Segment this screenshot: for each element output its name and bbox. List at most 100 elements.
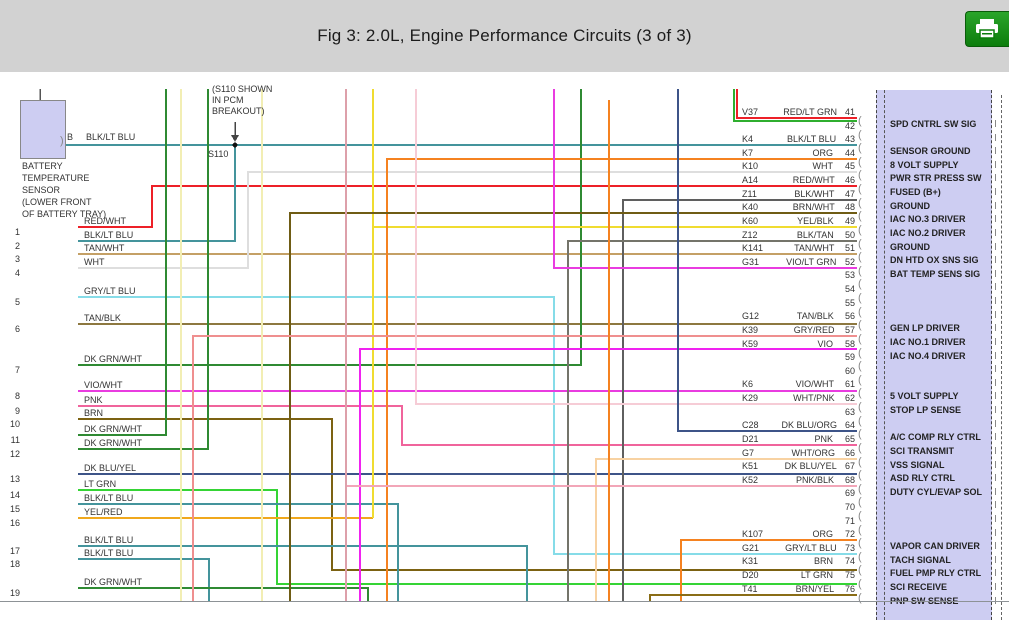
signal-label: A/C COMP RLY CTRL: [890, 432, 981, 443]
clip-cover: [0, 72, 1009, 89]
pin-number: 43: [844, 134, 855, 145]
pin-bracket-icon: (: [858, 128, 862, 141]
pin-number: 50: [844, 229, 855, 240]
signal-label: GEN LP DRIVER: [890, 323, 960, 334]
pin-color-label: BRN/YEL: [795, 583, 835, 594]
pin-number: 73: [844, 542, 855, 553]
left-row-number: 3: [14, 254, 20, 264]
pin-color-label: DK BLU/YEL: [784, 461, 837, 472]
right-connector-tick: [995, 133, 996, 141]
left-row-number: 15: [9, 504, 20, 514]
sensor-name-line: SENSOR: [22, 185, 61, 195]
signal-label: STOP LP SENSE: [890, 405, 962, 416]
left-row-label: DK GRN/WHT: [84, 438, 142, 448]
pin-row: K40 BRN/WHT 48: [742, 202, 855, 212]
pin-number: 51: [844, 243, 855, 254]
sensor-name-line: OF BATTERY TRAY): [22, 209, 107, 219]
signal-label: BAT TEMP SENS SIG: [890, 268, 981, 279]
pin-row: T41 BRN/YEL 76: [742, 584, 855, 594]
pin-color-label: BRN: [813, 556, 833, 567]
wire: [289, 212, 857, 601]
wire: [736, 89, 857, 119]
pin-number: 64: [844, 420, 855, 431]
pin-number: 56: [844, 311, 855, 322]
left-row-number: 4: [14, 268, 20, 278]
left-row-label: PNK: [84, 395, 103, 405]
signal-label: PWR STR PRESS SW: [890, 173, 982, 184]
pin-code: V37: [742, 107, 759, 117]
left-row-number: 2: [14, 241, 20, 251]
right-connector-tick: [995, 555, 996, 563]
print-button[interactable]: [965, 11, 1009, 47]
pin-bracket-icon: (: [858, 305, 862, 318]
signal-label: GROUND: [890, 200, 930, 211]
pin-row: 54: [742, 284, 855, 294]
pin-number: 76: [844, 583, 855, 594]
pin-color-label: GRY/LT BLU: [785, 542, 837, 553]
signal-label: SENSOR GROUND: [890, 146, 971, 157]
pin-bracket-icon: (: [858, 264, 862, 277]
pin-color-label: GRY/RED: [793, 324, 835, 335]
right-connector-tick: [995, 392, 996, 400]
pin-bracket-icon: (: [858, 251, 862, 264]
pin-color-label: RED/WHT: [792, 175, 835, 186]
figure-title: Fig 3: 2.0L, Engine Performance Circuits…: [317, 26, 692, 45]
signal-label: FUSED (B+): [890, 187, 941, 198]
signal-label: VSS SIGNAL: [890, 459, 945, 470]
pcm-note-line: IN PCM: [212, 95, 244, 105]
pin-bracket-icon: (: [858, 482, 862, 495]
pin-number: 74: [844, 556, 855, 567]
pin-row: 60: [742, 366, 855, 376]
signal-label: SCI RECEIVE: [890, 582, 948, 593]
pin-bracket-icon: (: [858, 332, 862, 345]
left-row-number: 8: [14, 391, 20, 401]
right-connector-tick: [995, 596, 996, 604]
pin-color-label: LT GRN: [800, 570, 833, 581]
left-row-label: DK GRN/WHT: [84, 354, 142, 364]
pin-code: K31: [742, 556, 759, 567]
wire: [78, 185, 857, 228]
pin-bracket-icon: (: [858, 496, 862, 509]
right-connector-tick: [995, 256, 996, 264]
right-connector-tick: [995, 201, 996, 209]
pin-bracket-icon: (: [858, 564, 862, 577]
pin-number: 48: [844, 202, 855, 213]
signal-label: TACH SIGNAL: [890, 554, 951, 565]
pin-code: K7: [742, 147, 754, 158]
wire: [359, 348, 857, 601]
horizontal-scrollbar[interactable]: [0, 601, 1009, 620]
pin-row: Z12 BLK/TAN 50: [742, 230, 855, 240]
pin-bracket-icon: (: [858, 441, 862, 454]
pin-bracket-icon: (: [858, 346, 862, 359]
signal-label: VAPOR CAN DRIVER: [890, 541, 980, 552]
pin-code: G7: [742, 447, 755, 458]
wire: [386, 158, 857, 601]
pin-number: 46: [844, 175, 855, 186]
left-row-label: BLK/LT BLU: [84, 230, 134, 240]
pin-row: G7 WHT/ORG 66: [742, 448, 855, 458]
pin-number: 67: [844, 461, 855, 472]
pin-row: K141 TAN/WHT 51: [742, 243, 855, 253]
right-connector-tick: [995, 446, 996, 454]
right-connector-tick: [995, 501, 996, 509]
pin-color-label: RED/LT GRN: [783, 107, 837, 117]
pcm-note-line: (S110 SHOWN: [212, 84, 273, 94]
battery-temp-sensor-box: [20, 100, 66, 159]
arrowhead-icon: [231, 135, 239, 142]
signal-label: 8 VOLT SUPPLY: [890, 159, 959, 170]
wire: [677, 89, 857, 432]
wire: [78, 405, 857, 446]
left-row-number: 18: [9, 559, 20, 569]
signal-label: IAC NO.3 DRIVER: [890, 214, 966, 225]
pin-number: 65: [844, 433, 855, 444]
pin-color-label: VIO/WHT: [795, 379, 835, 390]
left-row-label: BLK/LT BLU: [84, 548, 134, 558]
pin-number: 61: [844, 379, 855, 390]
left-row-label: DK BLU/YEL: [84, 463, 137, 473]
pin-row: Z11 BLK/WHT 47: [742, 189, 855, 199]
pin-code: Z12: [742, 229, 758, 240]
right-connector-tick: [995, 351, 996, 359]
wire: [78, 89, 167, 436]
connector-dashed-line: [884, 90, 885, 620]
wire: [78, 89, 209, 450]
